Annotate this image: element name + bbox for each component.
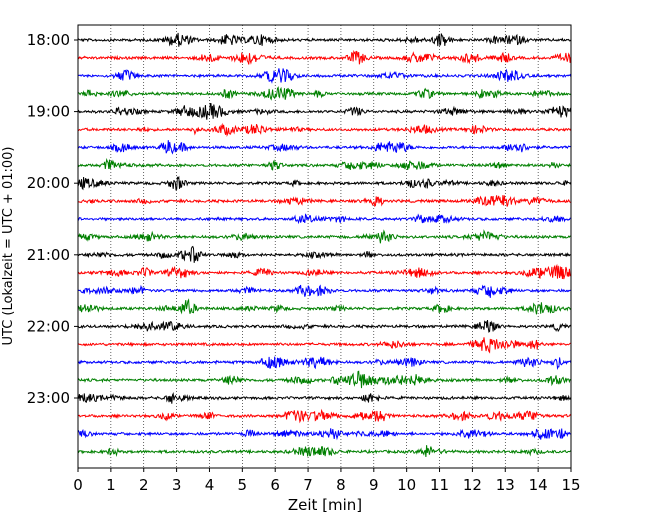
y-tick-label: 22:00 xyxy=(27,317,70,335)
seismic-trace xyxy=(77,213,571,225)
x-tick-label: 2 xyxy=(139,476,149,494)
seismic-trace xyxy=(77,32,572,47)
x-tick-label: 10 xyxy=(397,476,416,494)
seismic-trace xyxy=(77,392,572,404)
seismic-trace xyxy=(77,445,572,458)
x-tick-label: 4 xyxy=(205,476,215,494)
y-tick-label: 21:00 xyxy=(27,246,70,264)
seismic-trace xyxy=(77,370,572,389)
plot-frame xyxy=(77,24,572,469)
seismic-trace xyxy=(77,175,572,191)
x-tick-label: 7 xyxy=(303,476,313,494)
x-tick-label: 1 xyxy=(106,476,116,494)
seismic-trace xyxy=(77,157,571,171)
x-tick-label: 8 xyxy=(336,476,346,494)
grid-lines xyxy=(110,25,539,468)
x-tick-label: 0 xyxy=(73,476,83,494)
y-tick-label: 18:00 xyxy=(27,31,70,49)
x-axis-label: Zeit [min] xyxy=(288,496,362,514)
seismic-trace xyxy=(77,356,572,370)
seismic-trace xyxy=(77,428,571,441)
x-axis-ticks: 0 1 2 3 4 5 6 7 8 9 10 11 12 13 14 15 xyxy=(73,468,581,494)
seismic-trace xyxy=(77,102,572,120)
seismic-trace xyxy=(77,408,572,424)
y-axis-label: UTC (Lokalzeit = UTC + 01:00) xyxy=(1,147,16,346)
x-tick-label: 6 xyxy=(270,476,280,494)
seismic-trace xyxy=(77,337,571,354)
x-tick-label: 13 xyxy=(496,476,515,494)
seismic-trace xyxy=(77,49,572,65)
x-tick-label: 15 xyxy=(561,476,580,494)
seismic-trace xyxy=(77,229,571,244)
y-axis-ticks: 18:00 19:00 20:00 21:00 22:00 23:00 xyxy=(27,31,78,407)
seismic-trace xyxy=(77,86,572,101)
seismic-trace xyxy=(77,140,571,155)
y-tick-label: 23:00 xyxy=(27,389,70,407)
y-tick-label: 19:00 xyxy=(27,103,70,121)
x-tick-label: 14 xyxy=(529,476,548,494)
x-tick-label: 12 xyxy=(463,476,482,494)
x-tick-label: 3 xyxy=(172,476,182,494)
seismic-trace xyxy=(77,319,572,333)
seismic-trace xyxy=(77,284,571,298)
seismic-trace xyxy=(77,195,571,208)
y-tick-label: 20:00 xyxy=(27,174,70,192)
seismic-trace xyxy=(77,263,572,280)
seismic-trace xyxy=(77,122,572,138)
x-tick-label: 5 xyxy=(238,476,248,494)
seismic-trace xyxy=(77,298,572,315)
x-tick-label: 11 xyxy=(430,476,449,494)
seismic-traces xyxy=(77,32,572,458)
x-tick-label: 9 xyxy=(369,476,379,494)
seismic-trace xyxy=(77,68,572,84)
seismic-trace xyxy=(77,245,571,263)
